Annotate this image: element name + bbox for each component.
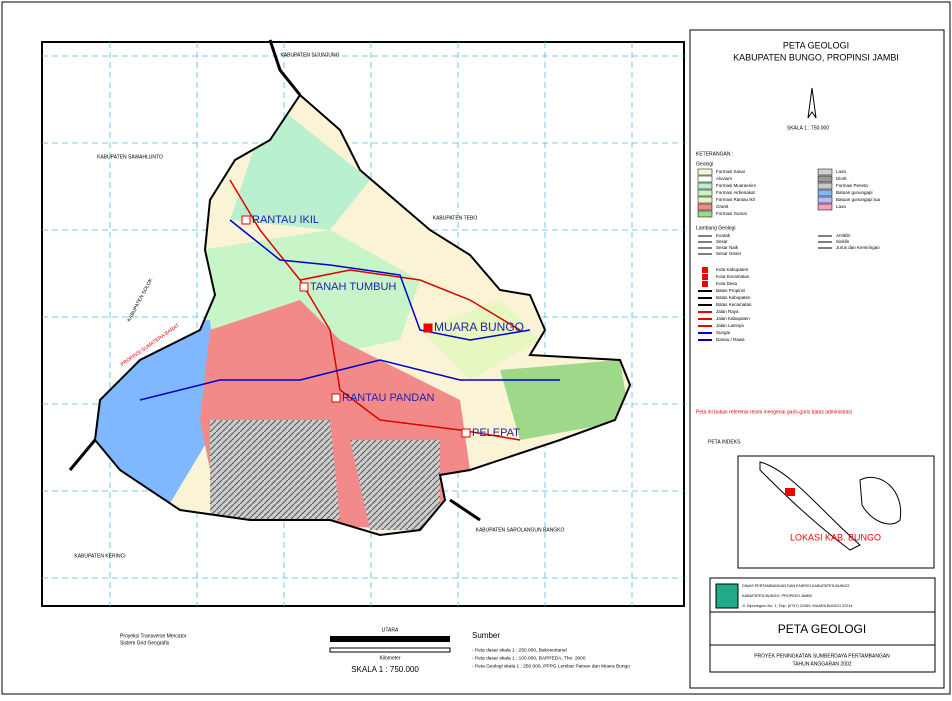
legend-swatch [697,168,713,176]
grid-system: Sistem Grid Geografis [120,640,170,646]
index-title: PETA INDEKS [708,439,741,445]
agency-address: Jl. Diponegoro No. 1, Telp. (0747) 21059… [742,604,853,608]
region-label: KABUPATEN SAROLANGUN BANGKO [476,527,565,533]
legend-label: Jalan Kabupaten [716,316,750,321]
legend-label: Jalan Lainnya [716,323,744,328]
legend-symbol [702,281,708,287]
legend-label: Formasi Airbenakat [716,190,756,195]
town-label: RANTAU IKIL [252,214,319,226]
agency-region: KABUPATEN BUNGO, PROPINSI JAMBI [742,594,812,598]
legend-label: Kota Kabupaten [716,267,749,272]
region-label: KABUPATEN TEBO [433,215,478,221]
block-title: PETA GEOLOGI [778,622,866,636]
legend-title: KETERANGAN : [696,151,733,157]
legend-label: Kontak [716,233,731,238]
legend-label: Jurus dan Kemiringan [836,245,880,250]
legend-label: Antiklin [836,233,851,238]
legend-note: Peta ini bukan referensi resmi mengenai … [696,409,852,415]
town-marker [299,282,309,292]
legend-label: Granit [716,204,729,209]
legend-label: Kota Desa [716,281,738,286]
legend-label: Danau / Rawa [716,337,745,342]
legend-swatch [817,203,833,211]
scale-text: SKALA 1 : 750.000 [787,125,829,131]
scale-bar [330,636,450,642]
north-label: UTARA [382,627,399,633]
town-label: MUARA BUNGO [434,320,524,334]
legend-swatch [817,168,833,176]
title-block [709,577,936,673]
region-label: KABUPATEN SAWAHLUNTO [97,154,163,160]
subtitle: KABUPATEN BUNGO, PROPINSI JAMBI [733,52,899,62]
source: - Peta dasar skala 1 : 100.000, BAPPEDA,… [472,655,586,661]
source-title: Sumber [472,631,500,640]
source: - Peta dasar skala 1 : 250.000, Bakosurt… [472,647,567,653]
legend-label: Batas Kecamatan [716,302,752,307]
legend-label: Sungai [716,330,730,335]
north-arrow [807,87,817,119]
unit-label: Kilometer [379,655,400,661]
admin-border [68,39,481,522]
footer-scale: SKALA 1 : 750.000 [351,665,419,674]
title: PETA GEOLOGI [783,40,849,50]
index-borneo [859,476,902,525]
legend-swatch [697,196,713,204]
agency: DINAS PERTAMBANGAN DAN ENERGI KABUPATEN … [742,584,849,588]
town-marker [331,393,341,403]
legend-label: Sinklin [836,239,850,244]
logo [715,583,739,609]
legend-swatch [697,203,713,211]
projection: Proyeksi Transverse Mercator [120,633,187,639]
legend-label: Lava [836,204,846,209]
legend-label: Batas Kabupaten [716,295,751,300]
legend-symbol [702,267,708,273]
legend-swatch [697,210,713,218]
legend-label: Sesar [716,239,728,244]
legend-label: Batuan gunungapi tua [836,197,881,202]
legend-label: Formasi Gumai [716,211,747,216]
town-label: PELEPAT [472,427,520,439]
project: PROYEK PENINGKATAN SUMBERDAYA PERTAMBANG… [754,653,890,659]
town-marker [423,323,433,333]
river [139,219,560,401]
index-label: LOKASI KAB. BUNGO [790,532,881,542]
town-label: TANAH TUMBUH [310,281,396,293]
legend-label: Batuan gunungapi [836,190,873,195]
legend-label: Lava [836,169,846,174]
source: - Peta Geologi skala 1 : 250.000, PPPG L… [472,663,630,669]
legend-label: Batas Propinsi [716,288,745,293]
legend-swatch [697,182,713,190]
legend-label: Jalan Raya [716,309,739,314]
legend-swatch [817,196,833,204]
town-marker [461,428,471,438]
legend-label: Sesar Geser [716,251,742,256]
legend-heading: Geologi [696,161,713,167]
legend-label: Diorit [836,176,847,181]
legend-label: Formasi Peneta [836,183,868,188]
legend-label: Formasi Rantau Ikil [716,197,755,202]
legend-label: Sesar Naik [716,245,739,250]
legend-label: Aluvium [716,176,732,181]
year: TAHUN ANGGARAN 2002 [792,661,851,667]
town-marker [241,215,251,225]
legend-symbol [702,274,708,280]
legend-swatch [817,182,833,190]
region-label: KABUPATEN KERINCI [74,553,125,559]
legend-swatch [817,189,833,197]
index-location [785,488,795,496]
legend-heading: Lambang Geologi [696,225,735,231]
legend-swatch [697,175,713,183]
region-label: KABUPATEN SIJUNJUNG [281,52,340,58]
legend-label: Formasi Muaraenim [716,183,756,188]
scale-bar [329,647,451,653]
legend-label: Kota Kecamatan [716,274,750,279]
index-sumatra [759,461,861,551]
legend-swatch [697,189,713,197]
town-label: RANTAU PANDAN [342,392,435,404]
legend-swatch [817,175,833,183]
legend-label: Formasi Kasai [716,169,745,174]
